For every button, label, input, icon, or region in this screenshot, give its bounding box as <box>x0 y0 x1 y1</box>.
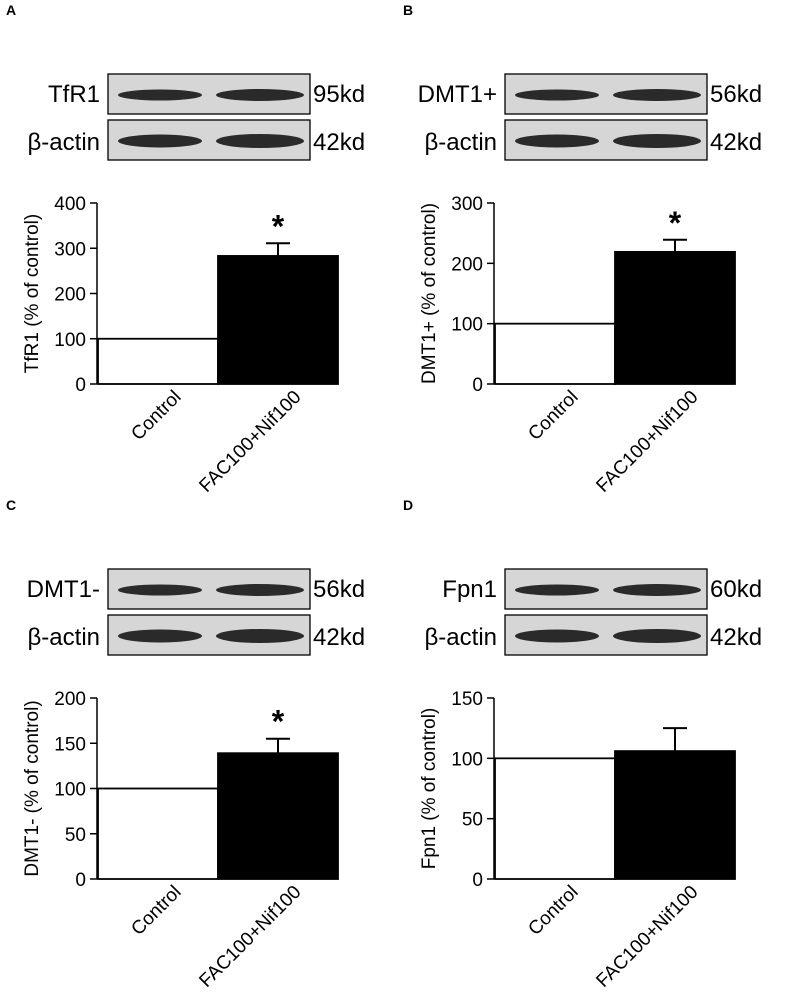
bar-treatment <box>614 250 736 385</box>
band-treatment <box>613 584 701 596</box>
y-tick-label: 0 <box>472 375 483 396</box>
panel-b: B DMT1+ β-actin 56kd 42kd 0 100 200 300 DMT1+ (%… <box>397 0 794 497</box>
band-treatment <box>613 89 701 101</box>
y-tick-label: 50 <box>462 810 483 831</box>
panel-a-figure: TfR1 β-actin 95kd 42kd 0 100 200 300 400 TfR1 (% … <box>22 73 365 497</box>
y-axis-label: DMT1- (% of control) <box>22 700 43 876</box>
blot-protein-kd: 56kd <box>710 81 762 108</box>
band-treatment <box>613 629 701 643</box>
band-treatment <box>216 584 304 596</box>
y-tick-label: 200 <box>451 254 483 275</box>
blot-protein-kd: 95kd <box>313 81 365 108</box>
significance-marker: * <box>272 208 285 244</box>
panel-d: D Fpn1 β-actin 60kd 42kd 0 50 100 150 Fpn1 (% of… <box>397 495 794 992</box>
y-tick-label: 400 <box>54 194 86 215</box>
y-tick-label: 300 <box>54 239 86 260</box>
bar-chart: 0 100 200 300 400 TfR1 (% of control) * Control… <box>22 194 339 497</box>
panel-letter: D <box>403 497 414 513</box>
band-control <box>118 629 202 643</box>
bar-control <box>97 337 219 385</box>
y-tick-label: 100 <box>451 749 483 770</box>
y-tick-label: 0 <box>75 375 86 396</box>
bar-chart: 0 50 100 150 200 DMT1- (% of control) * Control… <box>22 689 339 992</box>
blot-loading-kd: 42kd <box>710 624 762 651</box>
panel-letter: C <box>6 497 17 513</box>
x-tick-label: Control <box>524 882 582 940</box>
blot-protein-kd: 60kd <box>710 576 762 603</box>
panel-letter: A <box>6 2 17 18</box>
band-treatment <box>216 629 304 643</box>
bar-chart: 0 100 200 300 DMT1+ (% of control) * Control FA… <box>419 194 736 497</box>
band-control <box>118 134 202 148</box>
panel-d-figure: Fpn1 β-actin 60kd 42kd 0 50 100 150 Fpn1 (% of c… <box>419 568 762 992</box>
y-tick-label: 150 <box>451 689 483 710</box>
blot-loading-kd: 42kd <box>313 624 365 651</box>
y-tick-label: 0 <box>75 870 86 891</box>
y-tick-label: 300 <box>451 194 483 215</box>
bar-treatment <box>217 255 339 385</box>
blot-protein-label: DMT1+ <box>418 81 497 108</box>
y-axis-label: DMT1+ (% of control) <box>419 203 440 384</box>
blot-protein-label: DMT1- <box>27 576 100 603</box>
y-tick-label: 100 <box>54 330 86 351</box>
western-blot: Fpn1 β-actin 60kd 42kd <box>425 568 762 656</box>
significance-marker: * <box>669 205 682 241</box>
panel-letter: B <box>403 2 414 18</box>
panel-a: A TfR1 β-actin 95kd 42kd 0 100 200 300 400 TfR1 (… <box>0 0 397 497</box>
band-control <box>118 584 202 596</box>
band-control <box>118 89 202 101</box>
band-control <box>515 584 599 596</box>
western-blot: DMT1- β-actin 56kd 42kd <box>27 568 365 656</box>
y-axis-label: Fpn1 (% of control) <box>419 708 440 870</box>
blot-loading-kd: 42kd <box>313 129 365 156</box>
significance-marker: * <box>272 704 285 740</box>
bar-treatment <box>614 750 736 880</box>
bar-control <box>97 787 219 880</box>
blot-loading-label: β-actin <box>425 624 498 651</box>
western-blot: TfR1 β-actin 95kd 42kd <box>28 73 365 161</box>
y-tick-label: 50 <box>65 825 86 846</box>
y-axis-label: TfR1 (% of control) <box>22 214 43 373</box>
bar-chart: 0 50 100 150 Fpn1 (% of control) Control FAC10… <box>419 689 736 992</box>
panel-c-figure: DMT1- β-actin 56kd 42kd 0 50 100 150 200 DMT1- (%… <box>22 568 365 992</box>
band-control <box>515 629 599 643</box>
x-tick-label: Control <box>127 387 185 445</box>
x-tick-label: FAC100+Nif100 <box>195 387 305 495</box>
x-tick-label: FAC100+Nif100 <box>592 882 702 990</box>
band-treatment <box>613 134 701 148</box>
x-tick-label: FAC100+Nif100 <box>592 387 702 495</box>
panel-b-figure: DMT1+ β-actin 56kd 42kd 0 100 200 300 DMT1+ (% o… <box>418 73 762 497</box>
blot-loading-label: β-actin <box>425 129 498 156</box>
x-tick-label: Control <box>524 387 582 445</box>
y-tick-label: 200 <box>54 285 86 306</box>
bar-control <box>494 322 616 385</box>
panel-c: C DMT1- β-actin 56kd 42kd 0 50 100 150 200 DMT1- … <box>0 495 397 992</box>
y-tick-label: 150 <box>54 734 86 755</box>
blot-loading-label: β-actin <box>28 624 101 651</box>
x-tick-label: FAC100+Nif100 <box>195 882 305 990</box>
band-control <box>515 89 599 101</box>
blot-loading-label: β-actin <box>28 129 101 156</box>
y-tick-label: 100 <box>54 780 86 801</box>
band-control <box>515 134 599 148</box>
blot-protein-label: Fpn1 <box>442 576 497 603</box>
y-tick-label: 0 <box>472 870 483 891</box>
bar-treatment <box>217 752 339 880</box>
western-blot: DMT1+ β-actin 56kd 42kd <box>418 73 762 161</box>
y-tick-label: 200 <box>54 689 86 710</box>
band-treatment <box>216 134 304 148</box>
blot-protein-label: TfR1 <box>48 81 100 108</box>
bar-control <box>494 757 616 880</box>
x-tick-label: Control <box>127 882 185 940</box>
blot-loading-kd: 42kd <box>710 129 762 156</box>
blot-protein-kd: 56kd <box>313 576 365 603</box>
y-tick-label: 100 <box>451 315 483 336</box>
band-treatment <box>216 89 304 101</box>
